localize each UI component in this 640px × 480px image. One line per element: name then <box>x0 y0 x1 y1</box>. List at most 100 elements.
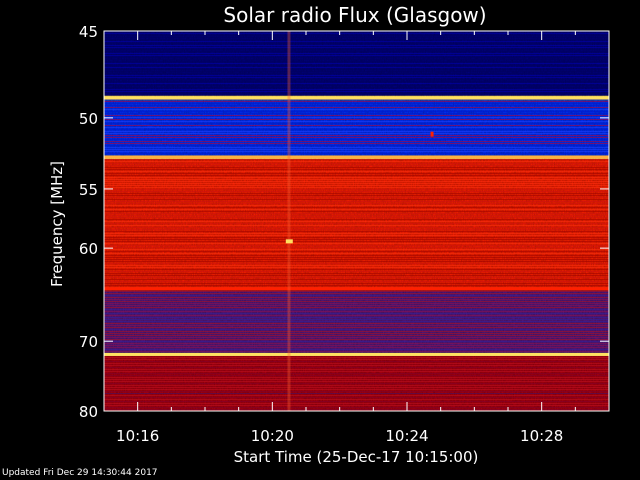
spectrum-stripe <box>104 229 609 230</box>
spectrum-stripe <box>104 105 609 106</box>
spectrum-stripe <box>104 185 609 186</box>
spectrum-stripe <box>104 323 609 324</box>
spectrum-stripe <box>104 375 609 376</box>
spectrum-stripe <box>104 295 609 296</box>
spectrum-stripe <box>104 239 609 240</box>
spectrum-stripe <box>104 65 609 66</box>
spectrum-stripe <box>104 365 609 366</box>
spectrum-stripe <box>104 117 609 118</box>
spectrum-stripe <box>104 143 609 144</box>
spectrum-stripe <box>104 383 609 384</box>
spectrum-stripe <box>104 317 609 318</box>
spectrum-stripe <box>104 391 609 392</box>
chart-title: Solar radio Flux (Glasgow) <box>223 3 486 27</box>
spectrum-stripe <box>104 57 609 58</box>
spectrum-stripe <box>104 293 609 294</box>
spectrum-stripe <box>104 285 609 286</box>
spectrum-stripe <box>104 129 609 130</box>
spectrum-stripe <box>104 213 609 214</box>
spectrum-stripe <box>104 325 609 326</box>
spectrum-stripe <box>104 113 609 114</box>
spectrum-stripe <box>104 277 609 278</box>
x-tick-label: 10:24 <box>385 427 428 445</box>
spectrum-stripe <box>104 45 609 46</box>
spectrum-stripe <box>104 35 609 36</box>
spectrum-stripe <box>104 343 609 344</box>
spectrum-stripe <box>104 119 609 120</box>
spectrum-stripe <box>104 389 609 390</box>
spectrum-stripe <box>104 53 609 54</box>
spectrum-stripe <box>104 93 609 94</box>
x-tick-label: 10:20 <box>251 427 294 445</box>
spectrum-stripe <box>104 39 609 40</box>
spectrum-stripe <box>104 49 609 50</box>
spectrum-stripe <box>104 369 609 370</box>
spectrum-stripe <box>104 233 609 234</box>
spectrum-stripe <box>104 399 609 400</box>
spectrum-stripe <box>104 393 609 394</box>
burst-streak <box>287 31 291 411</box>
spectrum-stripe <box>104 161 609 162</box>
spectrum-stripe <box>104 335 609 336</box>
spectrum-stripe <box>104 137 609 138</box>
spectrum-stripe <box>104 91 609 92</box>
spectrum-stripe <box>104 95 609 96</box>
spectrum-stripe <box>104 189 609 190</box>
spectrum-stripe <box>104 269 609 270</box>
spectrum-stripe <box>104 139 609 140</box>
spectrum-stripe <box>104 235 609 236</box>
spectrum-stripe <box>104 267 609 268</box>
emission-line <box>104 155 609 159</box>
spectrum-stripe <box>104 219 609 220</box>
burst-spot <box>430 131 434 137</box>
spectrum-stripe <box>104 169 609 170</box>
spectrum-stripe <box>104 123 609 124</box>
spectrum-stripe <box>104 339 609 340</box>
spectrum-stripe <box>104 291 609 292</box>
spectrum-stripe <box>104 141 609 142</box>
spectrum-stripe <box>104 85 609 86</box>
spectrum-stripe <box>104 83 609 84</box>
burst-spot <box>285 239 293 244</box>
spectrum-stripe <box>104 245 609 246</box>
spectrum-stripe <box>104 115 609 116</box>
emission-line <box>104 287 609 291</box>
spectrum-stripe <box>104 241 609 242</box>
spectrum-stripe <box>104 75 609 76</box>
spectrum-stripe <box>104 151 609 152</box>
x-axis-label: Start Time (25-Dec-17 10:15:00) <box>234 448 479 466</box>
spectrum-stripe <box>104 255 609 256</box>
spectrum-stripe <box>104 387 609 388</box>
spectrum-stripe <box>104 171 609 172</box>
y-tick-label: 70 <box>79 333 98 351</box>
spectrum-stripe <box>104 89 609 90</box>
spectrum-stripe <box>104 131 609 132</box>
spectrum-stripe <box>104 209 609 210</box>
spectrum-stripe <box>104 321 609 322</box>
spectrum-stripe <box>104 33 609 34</box>
spectrum-stripe <box>104 261 609 262</box>
spectrum-stripe <box>104 377 609 378</box>
spectrum-stripe <box>104 191 609 192</box>
spectrum-stripe <box>104 347 609 348</box>
spectrum-stripe <box>104 183 609 184</box>
spectrum-stripe <box>104 225 609 226</box>
spectrum-stripe <box>104 307 609 308</box>
spectrum-stripe <box>104 121 609 122</box>
plot-frame <box>103 30 610 412</box>
spectrum-stripe <box>104 345 609 346</box>
spectrum-stripe <box>104 179 609 180</box>
spectrum-stripe <box>104 165 609 166</box>
spectrum-stripe <box>104 127 609 128</box>
spectrum-stripe <box>104 155 609 156</box>
spectrum-stripe <box>104 327 609 328</box>
y-axis-label: Frequency [MHz] <box>48 161 66 287</box>
spectrum-stripe <box>104 263 609 264</box>
spectrum-stripe <box>104 243 609 244</box>
spectrum-stripe <box>104 363 609 364</box>
spectrum-stripe <box>104 145 609 146</box>
spectrum-stripe <box>104 397 609 398</box>
spectrum-stripe <box>104 71 609 72</box>
spectrum-stripe <box>104 311 609 312</box>
spectrum-stripe <box>104 101 609 102</box>
